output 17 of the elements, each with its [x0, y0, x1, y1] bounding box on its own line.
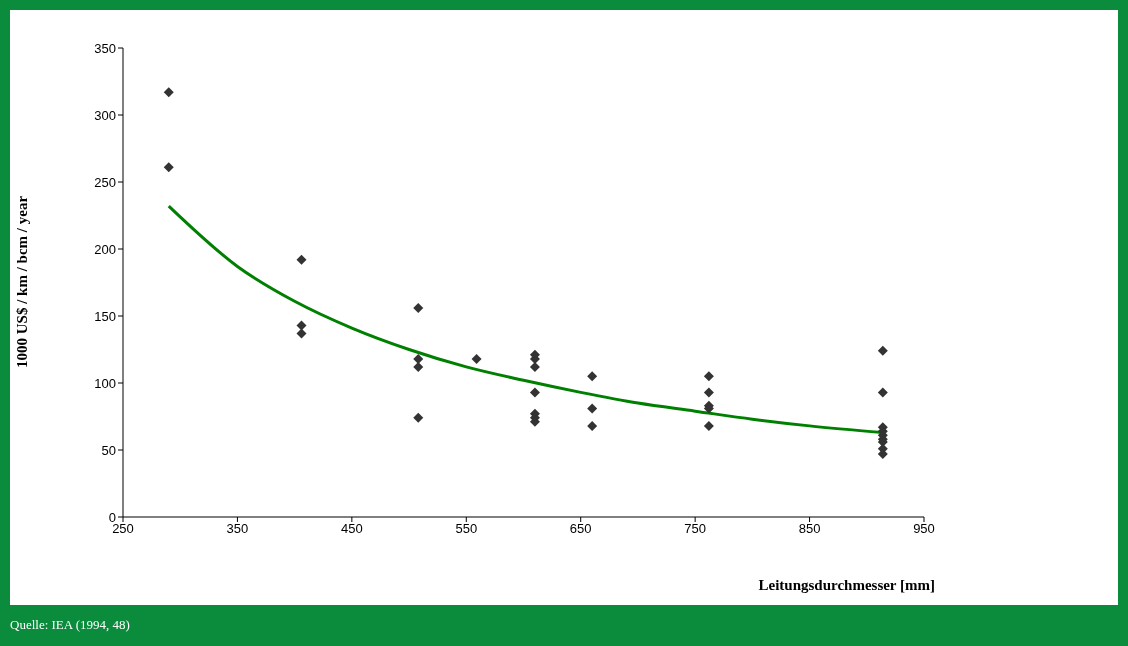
y-tick-label: 150: [94, 308, 116, 324]
y-tick-label: 300: [94, 107, 116, 123]
y-tick-label: 100: [94, 375, 116, 391]
x-tick-label: 950: [913, 521, 935, 537]
y-tick-label: 350: [94, 40, 116, 56]
y-tick-label: 200: [94, 241, 116, 257]
x-tick-label: 550: [455, 521, 478, 537]
x-tick-label: 450: [341, 521, 363, 537]
x-tick-label: 850: [798, 521, 821, 537]
x-tick-label: 750: [684, 521, 706, 537]
x-axis-title: Leitungsdurchmesser [mm]: [758, 577, 935, 594]
source-note: Quelle: IEA (1994, 48): [10, 617, 130, 633]
y-tick-label: 250: [94, 174, 116, 190]
x-tick-label: 650: [569, 521, 592, 537]
x-tick-label: 350: [226, 521, 249, 537]
y-axis-title: 1000 US$ / km / bcm / year: [13, 195, 31, 369]
y-tick-label: 50: [101, 442, 116, 458]
